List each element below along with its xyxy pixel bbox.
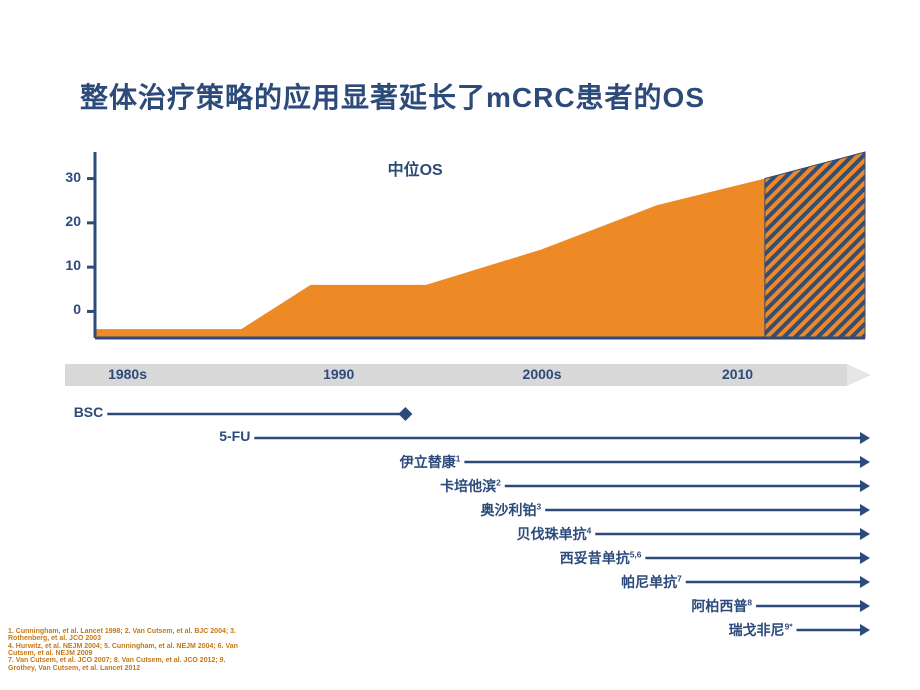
y-axis-tick-label: 10 <box>51 257 81 273</box>
timeline-era-label: 1980s <box>98 366 158 382</box>
timeline-era-label: 2000s <box>512 366 572 382</box>
area-chart-svg <box>95 152 865 338</box>
drug-label: 贝伐珠单抗4 <box>517 524 592 544</box>
drug-label: 奥沙利铂3 <box>481 500 542 520</box>
drug-label: 阿柏西普8 <box>691 596 752 616</box>
drug-label: 瑞戈非尼9* <box>729 620 793 640</box>
drug-label: 西妥昔单抗5,6 <box>560 548 642 568</box>
timeline-era-label: 1990 <box>309 366 369 382</box>
citation-line: Cutsem, et al. NEJM 2009 <box>8 650 254 657</box>
citation-line: Rothenberg, et al. JCO 2003 <box>8 635 254 642</box>
slide: 整体治疗策略的应用显著延长了mCRC患者的OS 中位OS 0102030 198… <box>0 0 920 690</box>
page-title: 整体治疗策略的应用显著延长了mCRC患者的OS <box>80 76 705 116</box>
y-axis-tick-label: 20 <box>51 213 81 229</box>
median-os-area-chart <box>95 152 865 338</box>
drug-label: 伊立替康1 <box>400 452 461 472</box>
drug-timeline-rows: BSC 5-FU 伊立替康1 卡培他滨2 奥沙利铂3 贝伐珠单抗4 西妥昔单抗5,6 帕尼单抗… <box>62 402 870 646</box>
citations-footnote: 1. Cunningham, et al. Lancet 1998; 2. Va… <box>8 628 254 672</box>
citation-line: 7. Van Cutsem, et al. JCO 2007; 8. Van C… <box>8 657 254 664</box>
drug-label: BSC <box>74 404 104 420</box>
citation-line: 1. Cunningham, et al. Lancet 1998; 2. Va… <box>8 628 254 635</box>
y-axis-tick-label: 30 <box>51 169 81 185</box>
y-axis-tick-label: 0 <box>51 301 81 317</box>
citation-line: Grothey, Van Cutsem, et al. Lancet 2012 <box>8 665 254 672</box>
drug-label: 卡培他滨2 <box>440 476 501 496</box>
drug-label: 帕尼单抗7 <box>621 572 682 592</box>
citation-line: 4. Hurwitz, et al. NEJM 2004; 5. Cunning… <box>8 643 254 650</box>
timeline-era-label: 2010 <box>708 366 768 382</box>
drug-label: 5-FU <box>219 428 250 444</box>
